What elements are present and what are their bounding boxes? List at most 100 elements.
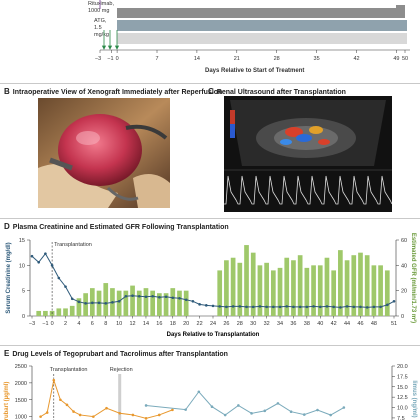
x-tick-label: 4 [77, 321, 80, 327]
creatinine-point [57, 276, 61, 280]
panel-d-letter: D [4, 222, 10, 231]
gfr-bar [270, 270, 276, 316]
rituximab-label: Rituximab, 1000 mg [88, 1, 114, 14]
gfr-bar [317, 265, 323, 316]
panel-d-title: D Plasma Creatinine and Estimated GFR Fol… [4, 222, 229, 231]
tegoprubart-line [40, 378, 173, 419]
x-axis-title: Days Relative to Transplantation [167, 332, 260, 338]
gfr-bar [157, 293, 162, 316]
transplant-annotation: Transplantation [54, 242, 92, 248]
tegoprubart-point [39, 415, 42, 418]
panel-a-xlabel: Days Relative to Start of Treatment [205, 68, 305, 74]
creatinine-point [131, 294, 134, 298]
gfr-bar [331, 270, 337, 316]
tacrolimus-point [210, 405, 214, 409]
creatinine-point [312, 305, 315, 308]
panel-a-ticks: −3 −1 0 7 14 21 28 35 42 49 50 [95, 50, 408, 62]
creatinine-point [158, 295, 161, 299]
x-tick-label: 10 [116, 321, 122, 327]
creatinine-point [124, 294, 128, 298]
x-tick-label: 18 [170, 321, 176, 327]
gfr-bar [63, 308, 68, 316]
gfr-bar [163, 293, 169, 316]
divider-1 [0, 83, 420, 84]
tegoprubart-point [65, 403, 69, 407]
gfr-bar [56, 308, 62, 316]
panel-c-title-text: Renal Ultrasound after Transplantation [216, 89, 346, 96]
transplant-annotation: Transplantation [50, 367, 88, 373]
panel-a-tick-label: 7 [155, 56, 158, 62]
tacrolimus-line [146, 390, 345, 416]
x-tick-label: 51 [391, 321, 397, 327]
doppler-flow [280, 126, 330, 145]
left-tick-label: 0 [22, 314, 25, 320]
gfr-bar [351, 255, 357, 316]
x-tick-label: 24 [210, 321, 216, 327]
tacrolimus-point [342, 406, 346, 409]
atg-label: ATG, 1.5 mg/kg [94, 18, 109, 38]
rejection-band [118, 374, 122, 420]
panel-a-svg: −3 −1 0 7 14 21 28 35 42 49 50 [95, 0, 410, 62]
x-tick-label: 48 [371, 321, 377, 327]
creatinine-point [218, 305, 222, 308]
gfr-bar [384, 270, 390, 316]
right-tick-label: 60 [401, 238, 407, 244]
left-tick-label: 1500 [15, 398, 27, 404]
tegoprubart-point [45, 411, 49, 414]
creatinine-point [50, 264, 54, 267]
panel-b-title: B Intraoperative View of Xenograft Immedi… [4, 87, 222, 96]
creatinine-point [285, 305, 289, 308]
panel-e-letter: E [4, 349, 10, 358]
left-tick-label: 10 [19, 263, 25, 269]
panel-b-title-text: Intraoperative View of Xenograft Immedia… [12, 89, 223, 96]
gfr-bar [324, 257, 330, 316]
x-tick-label: 0 [51, 321, 54, 327]
panel-b-letter: B [4, 87, 10, 96]
gfr-bar [304, 267, 310, 316]
creatinine-point [171, 296, 175, 300]
creatinine-point [278, 305, 282, 309]
left-tick-label: 15 [19, 238, 25, 244]
tacrolimus-point [289, 410, 293, 413]
left-tick-label: 2500 [15, 364, 27, 370]
creatinine-point [245, 305, 248, 309]
creatinine-point [292, 305, 295, 309]
right-tick-label: 0 [401, 314, 404, 320]
gfr-bar [264, 262, 269, 316]
panel-a-tick-label: 0 [116, 56, 119, 62]
creatinine-point [111, 301, 114, 304]
creatinine-point [272, 305, 275, 309]
panel-c-letter: C [208, 87, 214, 96]
panel-a: Rituximab, 1000 mg ATG, 1.5 mg/kg −3 −1 0 7… [0, 0, 420, 82]
creatinine-point [97, 301, 101, 305]
creatinine-point [178, 296, 181, 300]
x-tick-label: 22 [197, 321, 203, 327]
creatinine-point [332, 305, 335, 309]
tegoprubart-point [118, 411, 122, 415]
creatinine-point [318, 305, 322, 309]
creatinine-point [359, 305, 362, 309]
gfr-bar [344, 260, 350, 316]
creatinine-point [164, 295, 168, 299]
gfr-bar [136, 290, 142, 316]
creatinine-point [339, 306, 342, 309]
creatinine-point [70, 297, 74, 301]
creatinine-point [379, 305, 382, 309]
creatinine-point [44, 252, 47, 255]
tacrolimus-point [276, 402, 280, 405]
gfr-bar [250, 252, 256, 316]
right-tick-label: 17.5 [397, 374, 408, 380]
panel-a-tick-label: 49 [393, 56, 399, 62]
xenograft-photo [38, 98, 170, 208]
x-tick-label: 36 [290, 321, 296, 327]
x-tick-label: 34 [277, 321, 283, 327]
tacrolimus-point [237, 404, 240, 407]
x-tick-label: 44 [344, 321, 350, 327]
gfr-bar [217, 270, 223, 316]
panel-a-tick-label: 28 [274, 56, 280, 62]
gfr-bar [277, 267, 283, 316]
panel-a-tick-label: 14 [194, 56, 200, 62]
x-tick-label: 2 [64, 321, 67, 327]
x-tick-label: 6 [91, 321, 94, 327]
tegoprubart-point [78, 413, 82, 417]
